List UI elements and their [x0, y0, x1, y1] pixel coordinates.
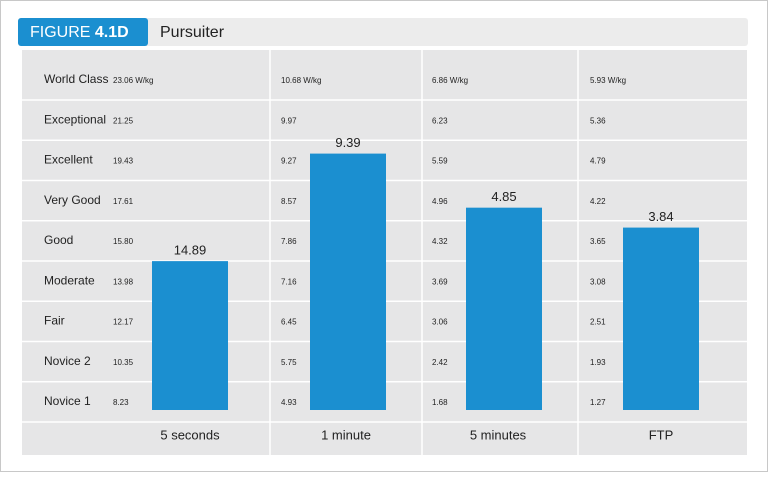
level-label: Moderate	[44, 273, 95, 287]
scale-label: 19.43	[113, 157, 134, 166]
scale-label: 10.68 W/kg	[281, 76, 321, 85]
scale-label: 10.35	[113, 358, 134, 367]
level-label: Novice 2	[44, 354, 91, 368]
bar	[310, 153, 386, 410]
scale-label: 5.75	[281, 358, 297, 367]
scale-label: 23.06 W/kg	[113, 76, 153, 85]
scale-label: 3.65	[590, 237, 606, 246]
scale-label: 17.61	[113, 197, 134, 206]
scale-label: 1.93	[590, 358, 606, 367]
level-label: Novice 1	[44, 394, 91, 408]
scale-label: 4.93	[281, 398, 297, 407]
scale-label: 7.86	[281, 237, 297, 246]
bar	[623, 227, 699, 410]
level-label: Good	[44, 233, 73, 247]
figure-number: 4.1D	[95, 24, 129, 41]
value-label: 14.89	[174, 243, 207, 258]
value-label: 3.84	[648, 209, 673, 224]
bar	[466, 207, 542, 410]
scale-label: 5.36	[590, 116, 606, 125]
scale-label: 6.23	[432, 116, 448, 125]
level-label: Very Good	[44, 193, 101, 207]
level-label: Fair	[44, 314, 65, 328]
scale-label: 21.25	[113, 116, 134, 125]
level-label: Excellent	[44, 153, 93, 167]
scale-label: 15.80	[113, 237, 134, 246]
scale-label: 5.59	[432, 157, 448, 166]
scale-label: 2.51	[590, 318, 606, 327]
category-label: FTP	[649, 427, 674, 442]
scale-label: 4.79	[590, 157, 606, 166]
scale-label: 1.68	[432, 398, 448, 407]
chart-title: Pursuiter	[160, 24, 225, 41]
scale-label: 2.42	[432, 358, 448, 367]
figure-badge	[18, 18, 148, 46]
scale-label: 12.17	[113, 318, 134, 327]
value-label: 4.85	[491, 189, 516, 204]
category-label: 5 minutes	[470, 427, 527, 442]
scale-label: 9.27	[281, 157, 297, 166]
figure-label-text: FIGURE	[30, 24, 90, 41]
value-label: 9.39	[335, 135, 360, 150]
scale-label: 6.45	[281, 318, 297, 327]
figure-label: FIGURE 4.1D	[30, 24, 129, 41]
scale-label: 8.23	[113, 398, 129, 407]
scale-label: 6.86 W/kg	[432, 76, 468, 85]
scale-label: 3.06	[432, 318, 448, 327]
scale-label: 9.97	[281, 116, 297, 125]
category-label: 1 minute	[321, 427, 371, 442]
scale-label: 8.57	[281, 197, 297, 206]
scale-label: 1.27	[590, 398, 606, 407]
scale-label: 5.93 W/kg	[590, 76, 626, 85]
level-label: Exceptional	[44, 112, 106, 126]
level-label: World Class	[44, 72, 108, 86]
scale-label: 3.08	[590, 277, 606, 286]
category-label: 5 seconds	[160, 427, 220, 442]
scale-label: 13.98	[113, 277, 134, 286]
scale-label: 3.69	[432, 277, 448, 286]
scale-label: 4.32	[432, 237, 448, 246]
scale-label: 4.96	[432, 197, 448, 206]
header-bar	[18, 18, 748, 46]
scale-label: 4.22	[590, 197, 606, 206]
scale-label: 7.16	[281, 277, 297, 286]
bar	[152, 261, 228, 410]
